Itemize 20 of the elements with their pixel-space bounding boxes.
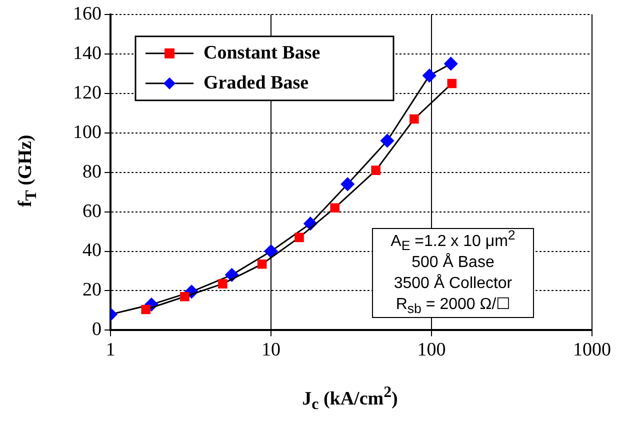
annotation: A$_{E}$ =1.2 x 10 μm$^{2}$ bbox=[390, 228, 516, 254]
annotation: 3500 Å Collector bbox=[392, 273, 514, 294]
x-tick-label: 10 bbox=[262, 340, 280, 361]
y-tick-label: 80 bbox=[82, 161, 102, 182]
legend-label: Graded Base bbox=[204, 72, 309, 94]
legend-label: Constant Base bbox=[204, 42, 320, 64]
x-tick-label: 1000 bbox=[573, 340, 611, 361]
y-tick-label: 20 bbox=[82, 280, 102, 301]
y-tick-label: 0 bbox=[92, 319, 102, 340]
y-tick-label: 120 bbox=[73, 82, 102, 104]
y-tick-label: 160 bbox=[73, 3, 102, 24]
y-tick-label: 60 bbox=[82, 200, 102, 222]
y-tick-label: 40 bbox=[82, 240, 102, 262]
x-tick-label: 100 bbox=[417, 340, 446, 361]
annotation: 500 Å Base bbox=[410, 252, 496, 273]
y-tick-label: 140 bbox=[73, 42, 102, 64]
y-tick-label: 100 bbox=[73, 122, 102, 143]
x-tick-label: 1 bbox=[106, 340, 116, 361]
x-axis-title: J$_{c}$ (kA/cm$^{2}$) bbox=[301, 384, 399, 414]
annotation: R$_{sb}$ = 2000 Ω/☐ bbox=[394, 295, 512, 316]
